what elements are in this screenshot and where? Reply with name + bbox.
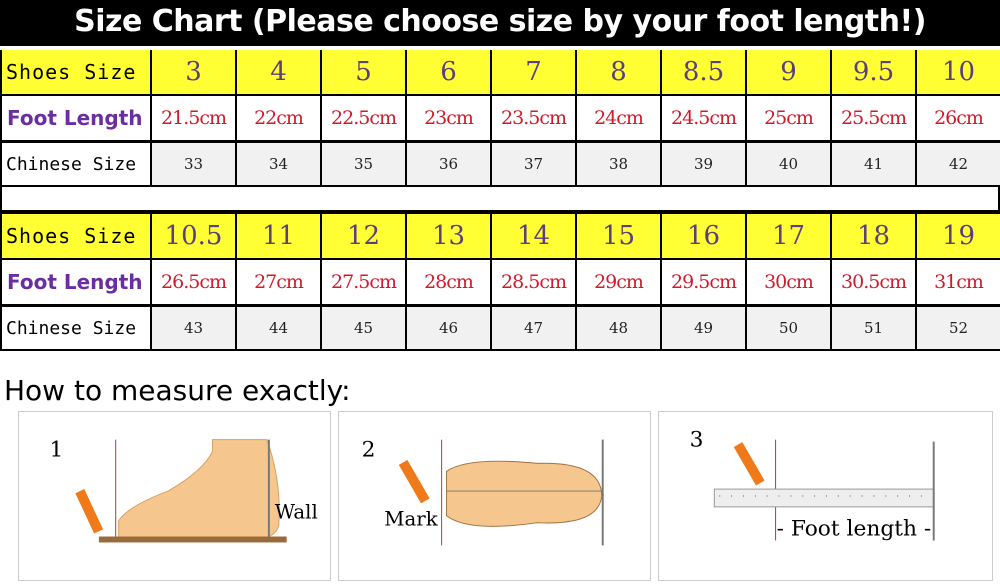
shoes-size-label: Shoes Size xyxy=(2,50,152,96)
step-2-panel: 2 Mark xyxy=(338,411,651,581)
chinese-size-label: Chinese Size xyxy=(2,307,152,351)
chinese-cell: 38 xyxy=(577,143,662,187)
page-title: Size Chart (Please choose size by your f… xyxy=(0,0,1000,46)
shoes-cell: 5 xyxy=(322,50,407,96)
foot-cell: 23cm xyxy=(407,96,492,143)
shoes-cell: 11 xyxy=(237,214,322,260)
shoes-cell: 4 xyxy=(237,50,322,96)
shoes-cell: 17 xyxy=(747,214,832,260)
foot-cell: 24cm xyxy=(577,96,662,143)
step-number: 3 xyxy=(690,428,704,453)
wall-label: Wall xyxy=(275,501,318,524)
shoes-cell: 14 xyxy=(492,214,577,260)
chinese-cell: 50 xyxy=(747,307,832,351)
shoes-cell: 8.5 xyxy=(662,50,747,96)
foot-cell: 24.5cm xyxy=(662,96,747,143)
chinese-cell: 35 xyxy=(322,143,407,187)
chinese-cell: 33 xyxy=(152,143,237,187)
chinese-cell: 41 xyxy=(832,143,917,187)
foot-cell: 31cm xyxy=(917,260,1000,307)
shoes-cell: 9 xyxy=(747,50,832,96)
shoes-cell: 8 xyxy=(577,50,662,96)
foot-cell: 26.5cm xyxy=(152,260,237,307)
shoes-cell: 6 xyxy=(407,50,492,96)
chinese-size-label: Chinese Size xyxy=(2,143,152,187)
shoes-cell: 19 xyxy=(917,214,1000,260)
shoes-cell: 10.5 xyxy=(152,214,237,260)
chinese-cell: 52 xyxy=(917,307,1000,351)
foot-against-wall-illustration: 1 Wall xyxy=(49,437,318,543)
foot-cell: 23.5cm xyxy=(492,96,577,143)
measure-heading: How to measure exactly: xyxy=(4,374,351,407)
chinese-cell: 43 xyxy=(152,307,237,351)
foot-cell: 30.5cm xyxy=(832,260,917,307)
foot-cell: 25cm xyxy=(747,96,832,143)
table-spacer-row xyxy=(0,187,1000,212)
chinese-cell: 36 xyxy=(407,143,492,187)
shoes-size-label: Shoes Size xyxy=(2,214,152,260)
foot-cell: 27cm xyxy=(237,260,322,307)
foot-length-label: - Foot length - xyxy=(777,517,932,542)
shoes-cell: 9.5 xyxy=(832,50,917,96)
shoes-cell: 12 xyxy=(322,214,407,260)
shoes-cell: 10 xyxy=(917,50,1000,96)
foot-cell: 30cm xyxy=(747,260,832,307)
chinese-cell: 48 xyxy=(577,307,662,351)
chinese-cell: 42 xyxy=(917,143,1000,187)
chinese-cell: 37 xyxy=(492,143,577,187)
shoes-cell: 13 xyxy=(407,214,492,260)
foot-cell: 22cm xyxy=(237,96,322,143)
foot-cell: 21.5cm xyxy=(152,96,237,143)
foot-cell: 29cm xyxy=(577,260,662,307)
step-number: 2 xyxy=(362,437,376,462)
chinese-cell: 45 xyxy=(322,307,407,351)
foot-cell: 25.5cm xyxy=(832,96,917,143)
shoes-cell: 16 xyxy=(662,214,747,260)
chinese-cell: 40 xyxy=(747,143,832,187)
foot-cell: 22.5cm xyxy=(322,96,407,143)
foot-length-label: Foot Length xyxy=(2,260,152,307)
foot-cell: 27.5cm xyxy=(322,260,407,307)
chinese-cell: 44 xyxy=(237,307,322,351)
mark-label: Mark xyxy=(384,508,438,531)
step-number: 1 xyxy=(49,437,63,462)
shoes-cell: 18 xyxy=(832,214,917,260)
shoes-cell: 7 xyxy=(492,50,577,96)
foot-length-label: Foot Length xyxy=(2,96,152,143)
step-1-panel: 1 Wall xyxy=(18,411,331,581)
size-table-2: Shoes Size 10.5 11 12 13 14 15 16 17 18 19 Foot Len… xyxy=(0,212,1000,351)
shoes-cell: 15 xyxy=(577,214,662,260)
foot-top-view-illustration: 2 Mark xyxy=(362,437,604,546)
ruler-illustration: 3 - Foot length - xyxy=(690,428,935,542)
chinese-cell: 39 xyxy=(662,143,747,187)
chinese-cell: 51 xyxy=(832,307,917,351)
foot-cell: 28.5cm xyxy=(492,260,577,307)
chinese-cell: 49 xyxy=(662,307,747,351)
foot-cell: 26cm xyxy=(917,96,1000,143)
chinese-cell: 46 xyxy=(407,307,492,351)
step-3-panel: 3 - Foot length - xyxy=(658,411,993,581)
size-table-1: Shoes Size 3 4 5 6 7 8 8.5 9 9.5 10 Foot Length 21.5… xyxy=(0,50,1000,187)
shoes-cell: 3 xyxy=(152,50,237,96)
foot-cell: 29.5cm xyxy=(662,260,747,307)
foot-cell: 28cm xyxy=(407,260,492,307)
chinese-cell: 34 xyxy=(237,143,322,187)
chinese-cell: 47 xyxy=(492,307,577,351)
